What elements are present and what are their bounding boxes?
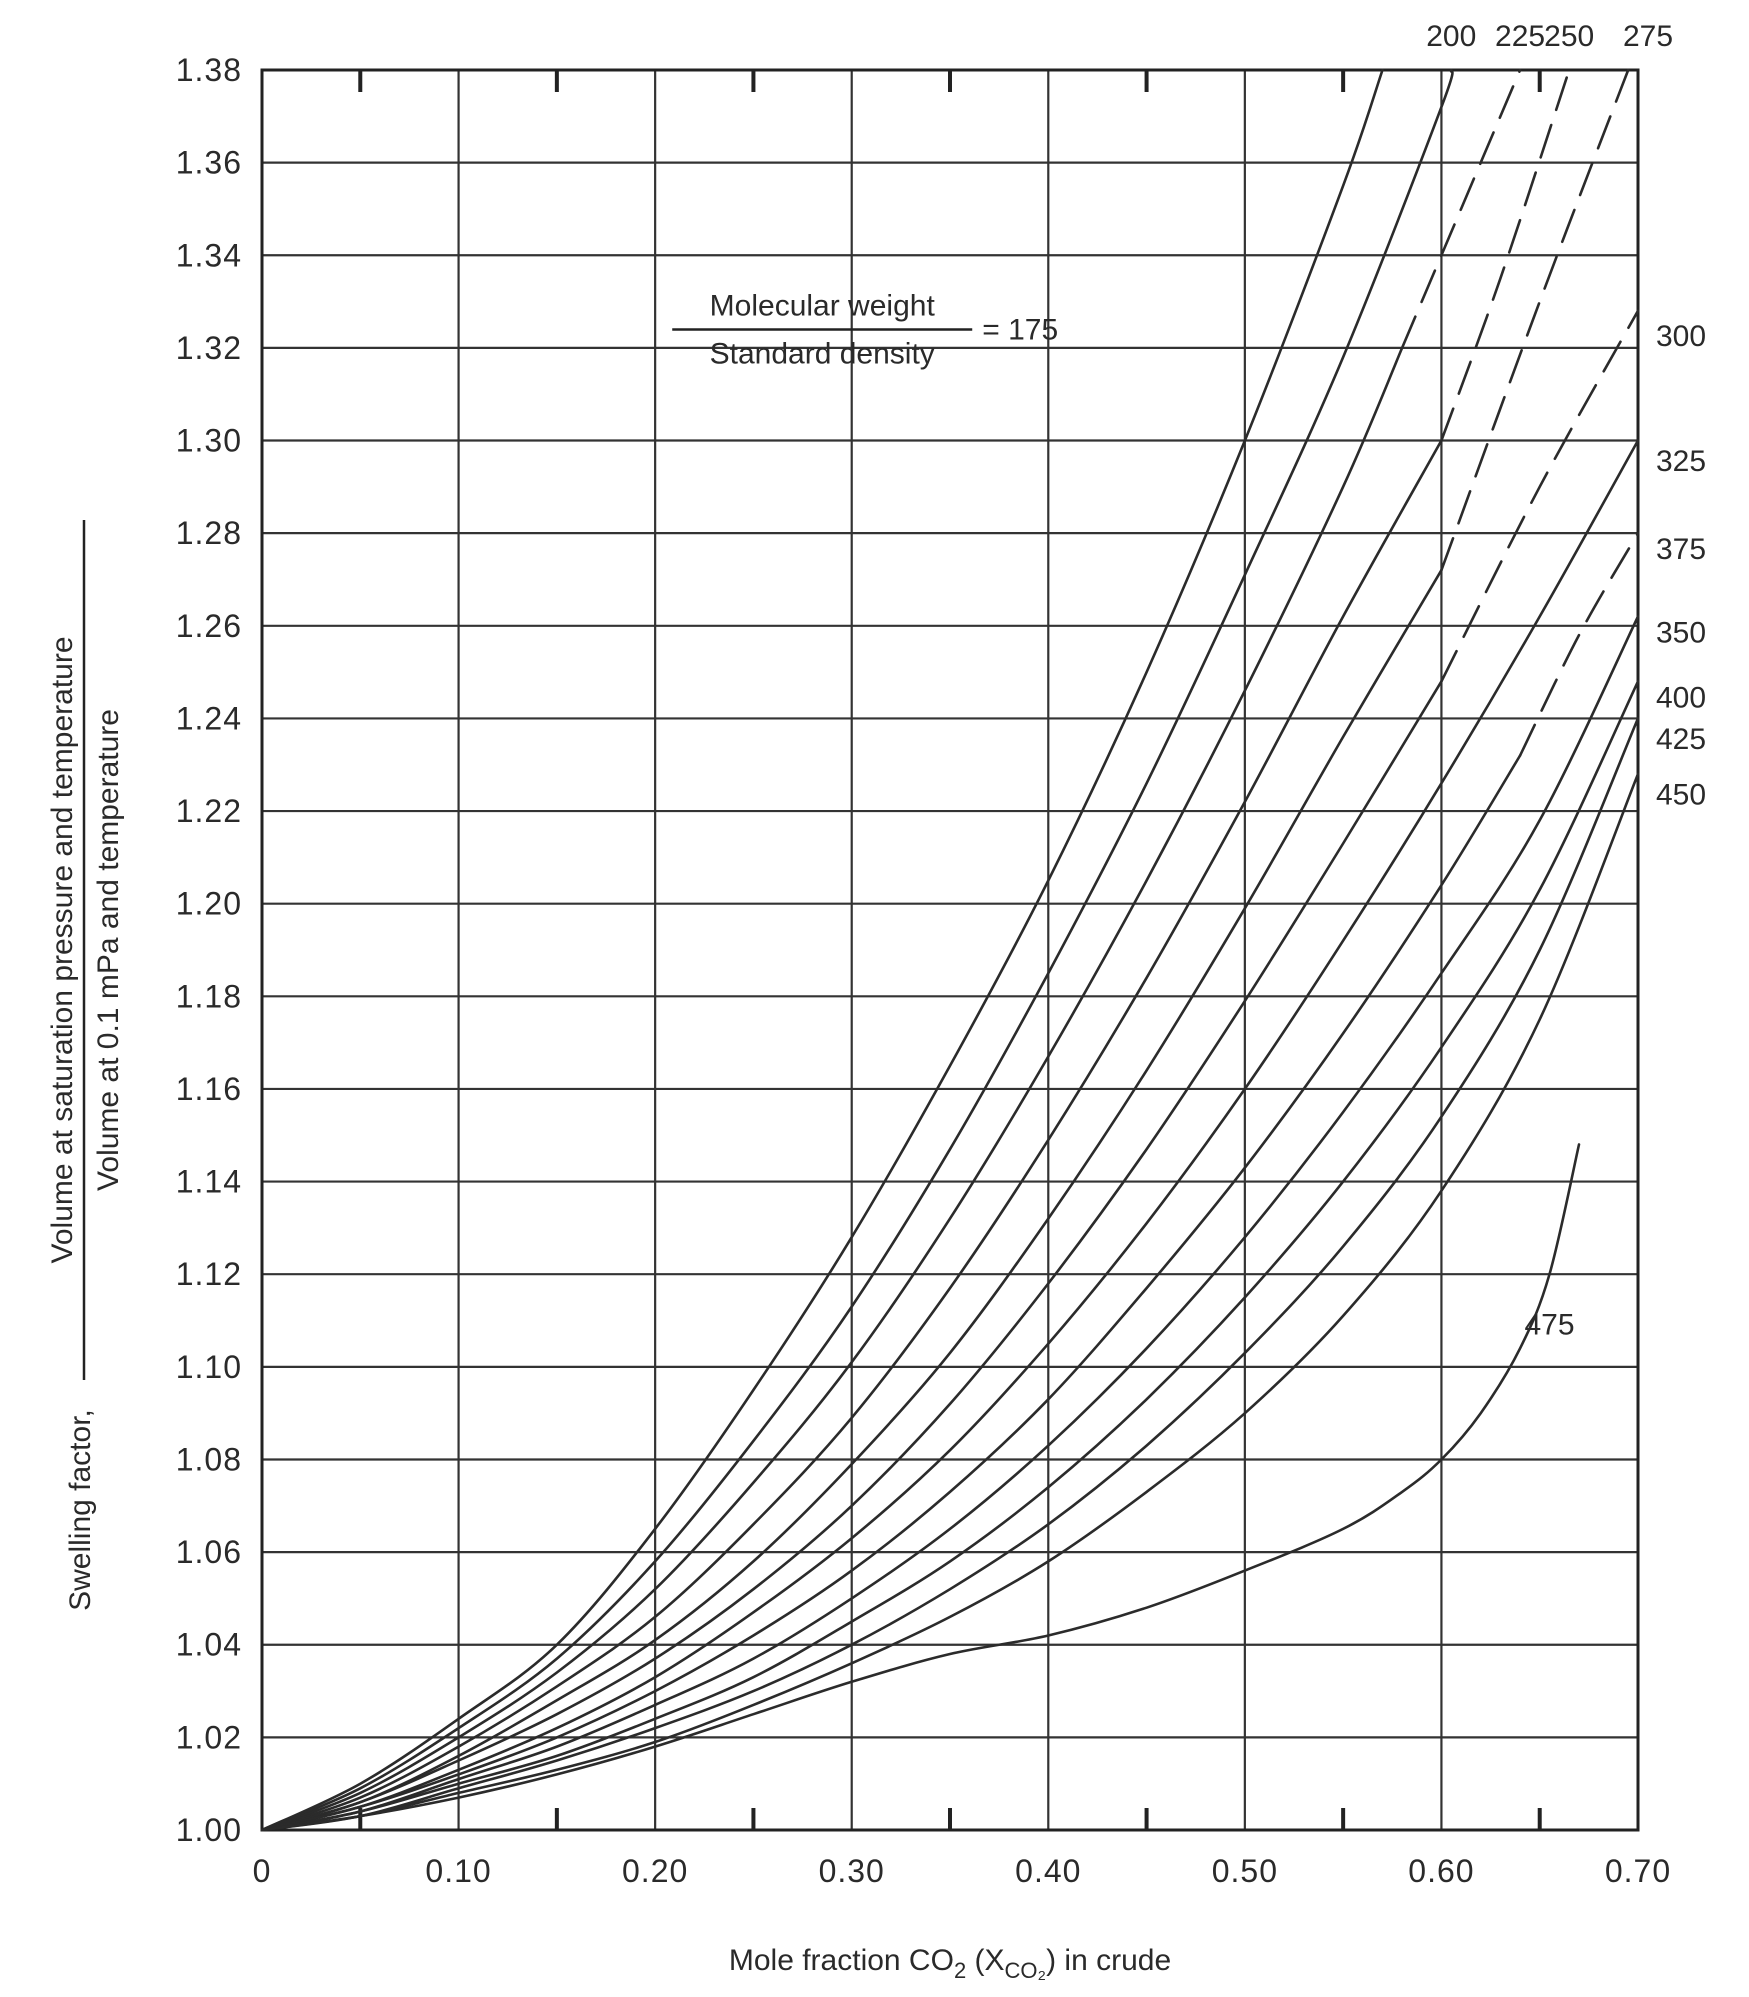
curve-350 [260,754,1522,1832]
tick-marks [358,70,1542,1830]
y-tick-label: 1.02 [176,1719,242,1755]
curve-275 [260,568,1443,1832]
y-axis-prefix: Swelling factor, [64,1409,97,1611]
curve-400 [260,680,1640,1832]
curve-300-dashed [1440,309,1640,683]
x-tick-label: 0.70 [1605,1853,1671,1889]
curve-275-dashed [1440,68,1630,572]
curve-200 [260,68,1454,1832]
curve-225-dashed [1400,68,1522,350]
y-tick-label: 1.26 [176,608,242,644]
grid [260,68,1640,1832]
y-axis-denominator: Volume at 0.1 mPa and temperature [92,709,125,1191]
y-axis-numerator: Volume at saturation pressure and temper… [46,636,79,1263]
curve-450 [260,772,1640,1832]
curve-250-dashed [1440,68,1571,442]
y-tick-label: 1.38 [176,52,242,88]
y-tick-label: 1.12 [176,1256,242,1292]
curve-label-325: 325 [1656,445,1706,478]
y-tick-label: 1.32 [176,330,242,366]
y-tick-label: 1.00 [176,1812,242,1848]
curve-label-275: 275 [1623,20,1673,53]
x-axis-title-part: ) in crude [1046,1944,1171,1977]
curve-375 [260,615,1640,1832]
y-axis-title: Swelling factor, Volume at saturation pr… [46,520,125,1611]
curve-label-375: 375 [1656,533,1706,566]
curve-250 [260,439,1443,1832]
y-tick-labels: 1.00 1.02 1.04 1.06 1.08 1.10 1.12 1.14 1.16 1.18… [176,52,242,1848]
annotation-equals-value: = 175 [982,313,1058,346]
x-tick-label: 0.30 [819,1853,885,1889]
x-axis-title-part: (X [966,1944,1004,1977]
curve-label-350: 350 [1656,616,1706,649]
x-tick-label: 0.20 [622,1853,688,1889]
curve-300 [260,680,1443,1832]
y-tick-label: 1.16 [176,1071,242,1107]
y-tick-label: 1.20 [176,886,242,922]
y-tick-label: 1.10 [176,1349,242,1385]
x-tick-label: 0.40 [1015,1853,1081,1889]
annotation-denominator: Standard density [710,337,935,370]
y-tick-label: 1.04 [176,1627,242,1663]
x-axis-title-subscript: 2 [954,1958,966,1983]
x-axis-title-part: Mole fraction CO [729,1944,954,1977]
y-tick-label: 1.36 [176,145,242,181]
plot-frame [260,68,1640,1832]
x-axis-title: Mole fraction CO2 (XCO₂) in crude [729,1944,1171,1983]
annotation-numerator: Molecular weight [710,289,936,322]
y-tick-label: 1.08 [176,1441,242,1477]
y-tick-label: 1.22 [176,793,242,829]
curve-225 [260,346,1404,1832]
curve-labels: 200 225 250 275 300 325 350 375 400 425 450 475 [1426,20,1706,1341]
y-tick-label: 1.34 [176,237,242,273]
x-tick-label: 0.10 [425,1853,491,1889]
curve-475 [260,1143,1581,1832]
x-tick-labels: 0 0.10 0.20 0.30 0.40 0.50 0.60 0.70 [253,1853,1671,1889]
swelling-curves [260,68,1640,1832]
curve-350-dashed [1518,531,1640,757]
curve-label-200: 200 [1426,20,1476,53]
x-tick-label: 0.60 [1408,1853,1474,1889]
y-tick-label: 1.28 [176,515,242,551]
x-axis-title-subscript: CO₂ [1005,1958,1047,1983]
y-tick-label: 1.24 [176,700,242,736]
x-tick-label: 0.50 [1212,1853,1278,1889]
curve-label-300: 300 [1656,320,1706,353]
curve-label-225: 225 [1495,20,1545,53]
curve-325 [260,439,1640,1832]
y-tick-label: 1.06 [176,1534,242,1570]
molecular-weight-annotation: Molecular weight Standard density = 175 [672,289,1058,370]
curve-label-400: 400 [1656,681,1706,714]
y-tick-label: 1.14 [176,1164,242,1200]
curve-label-475: 475 [1525,1308,1575,1341]
curve-label-250: 250 [1544,20,1594,53]
y-tick-label: 1.18 [176,978,242,1014]
curve-label-425: 425 [1656,723,1706,756]
x-tick-label: 0 [253,1853,272,1889]
curve-425 [260,717,1640,1832]
curve-label-450: 450 [1656,779,1706,812]
y-tick-label: 1.30 [176,423,242,459]
curve-175 [260,68,1384,1832]
